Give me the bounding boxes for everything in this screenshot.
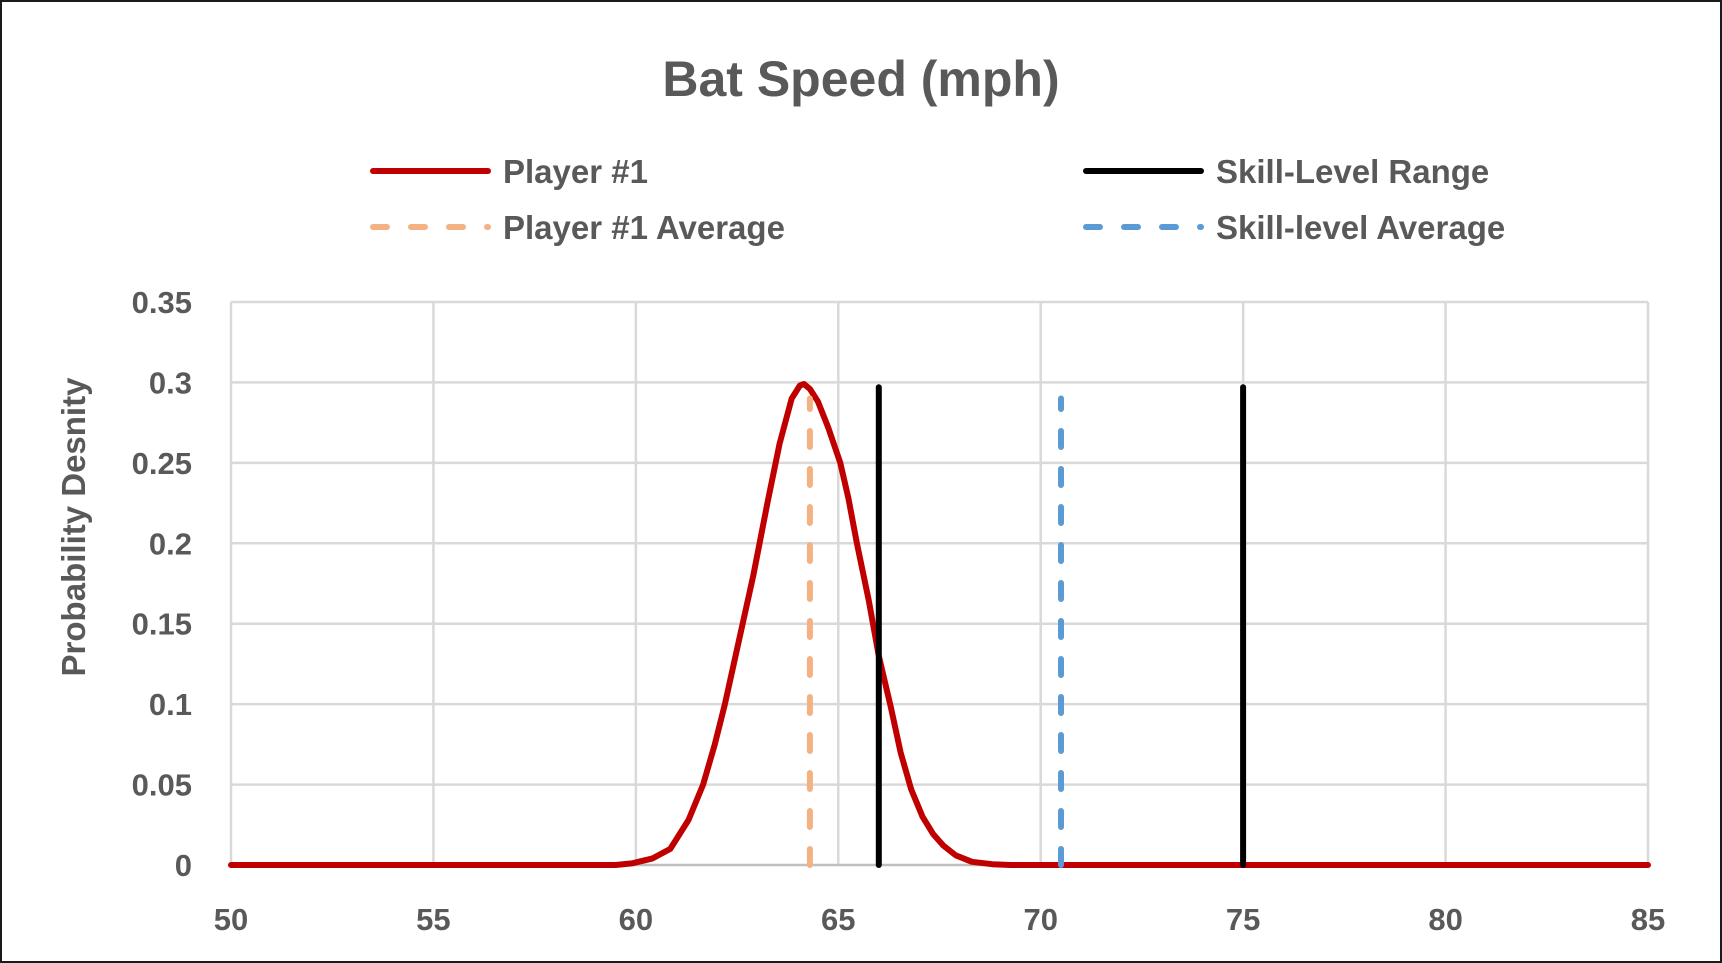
legend-label-skill-level-average: Skill-level Average xyxy=(1216,209,1505,246)
y-tick-label: 0.1 xyxy=(149,687,192,722)
y-tick-label: 0.35 xyxy=(132,285,192,320)
x-tick-label: 70 xyxy=(1023,902,1057,937)
player-1-line xyxy=(228,381,1651,868)
y-tick-label: 0.15 xyxy=(132,607,192,642)
x-tick-label: 80 xyxy=(1428,902,1462,937)
legend-label-skill-level-range: Skill-Level Range xyxy=(1216,153,1489,190)
legend-label-player-1: Player #1 xyxy=(503,153,648,190)
series-marks xyxy=(228,381,1651,868)
y-tick-label: 0 xyxy=(175,848,192,883)
y-axis-label: Probability Desnity xyxy=(55,377,92,677)
x-tick-label: 50 xyxy=(214,902,248,937)
x-tick-label: 75 xyxy=(1226,902,1260,937)
x-tick-label: 65 xyxy=(821,902,855,937)
y-tick-label: 0.25 xyxy=(132,446,192,481)
legend: Player #1 Skill-Level Range Player #1 Aver… xyxy=(370,153,1505,246)
x-tick-label: 55 xyxy=(416,902,450,937)
tick-labels: 50 55 60 65 70 75 80 85 0 0.05 0.1 0.15 0.2 0.25 0.3 0.… xyxy=(132,285,1666,937)
chart-title: Bat Speed (mph) xyxy=(662,51,1059,107)
x-tick-label: 85 xyxy=(1631,902,1665,937)
gridlines xyxy=(229,300,1650,867)
x-tick-label: 60 xyxy=(619,902,653,937)
y-tick-label: 0.05 xyxy=(132,768,192,803)
legend-label-player-1-average: Player #1 Average xyxy=(503,209,785,246)
y-tick-label: 0.2 xyxy=(149,526,192,561)
y-tick-label: 0.3 xyxy=(149,365,192,400)
